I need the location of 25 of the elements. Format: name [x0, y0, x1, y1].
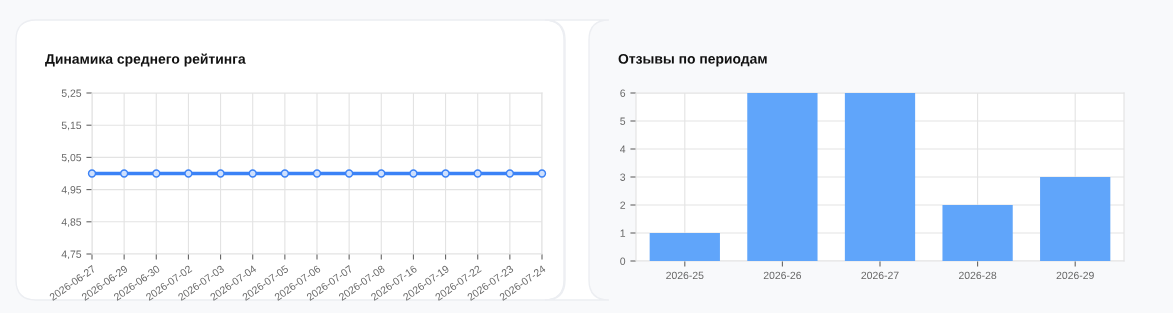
- bar: [747, 93, 818, 261]
- y-tick-label: 5,05: [61, 153, 82, 163]
- x-tick-label: 2026-27: [861, 271, 899, 280]
- x-tick-label: 2026-29: [1056, 271, 1094, 280]
- y-tick-label: 5,15: [61, 121, 82, 131]
- bar: [844, 93, 916, 261]
- y-tick-label: 1: [620, 229, 626, 237]
- bar: [942, 205, 1013, 261]
- x-tick-label: 2026-26: [763, 271, 802, 280]
- y-tick-label: 0: [620, 257, 626, 265]
- y-tick-label: 4,95: [61, 186, 82, 195]
- y-tick-label: 2: [620, 201, 626, 209]
- y-tick-label: 4,75: [61, 250, 82, 260]
- y-tick-label: 5,25: [61, 89, 82, 99]
- bar: [649, 233, 720, 261]
- y-tick-label: 6: [620, 89, 626, 97]
- y-tick-label: 4: [620, 145, 626, 153]
- y-tick-label: 4,85: [61, 218, 82, 227]
- y-tick-label: 3: [620, 173, 626, 181]
- bar: [1040, 177, 1111, 261]
- y-tick-label: 5: [620, 117, 626, 125]
- x-tick-label: 2026-25: [666, 271, 704, 280]
- chart-title: Динамика среднего рейтинга: [45, 53, 246, 67]
- chart-title: Отзывы по периодам: [618, 53, 767, 67]
- x-tick-label: 2026-28: [959, 271, 997, 280]
